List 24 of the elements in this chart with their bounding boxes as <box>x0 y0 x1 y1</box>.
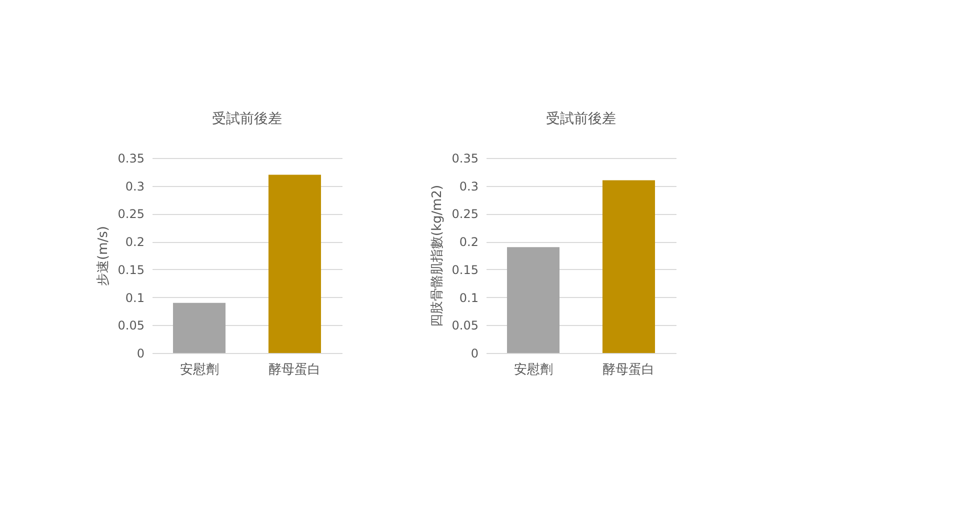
y-tick-label: 0.1 <box>125 290 144 305</box>
y-tick-label: 0.3 <box>459 179 478 194</box>
x-tick-label: 安慰劑 <box>514 362 553 378</box>
y-tick-label: 0.25 <box>118 207 144 222</box>
chart-title: 受試前後差 <box>212 111 282 127</box>
y-tick-label: 0 <box>136 346 144 360</box>
y-tick-label: 0.15 <box>118 262 144 277</box>
chart-title: 受試前後差 <box>546 111 616 127</box>
y-tick-label: 0.05 <box>452 318 478 333</box>
y-tick-label: 0.15 <box>452 262 478 277</box>
y-axis-title: 四肢骨骼肌指數(kg/m2) <box>430 184 445 328</box>
y-tick-label: 0.25 <box>452 207 478 222</box>
y-tick-label: 0.35 <box>452 152 478 166</box>
y-axis-title: 步速(m/s) <box>96 226 111 286</box>
y-tick-label: 0.2 <box>459 235 478 250</box>
x-tick-label: 酵母蛋白 <box>602 362 655 378</box>
x-tick-label: 酵母蛋白 <box>268 362 321 378</box>
y-tick-label: 0.35 <box>118 152 144 166</box>
x-tick-label: 安慰劑 <box>180 362 219 378</box>
y-tick-label: 0 <box>470 346 478 360</box>
y-tick-label: 0.1 <box>459 290 478 305</box>
y-tick-label: 0.3 <box>125 179 144 194</box>
y-tick-label: 0.05 <box>118 318 144 333</box>
y-tick-label: 0.2 <box>125 235 144 250</box>
